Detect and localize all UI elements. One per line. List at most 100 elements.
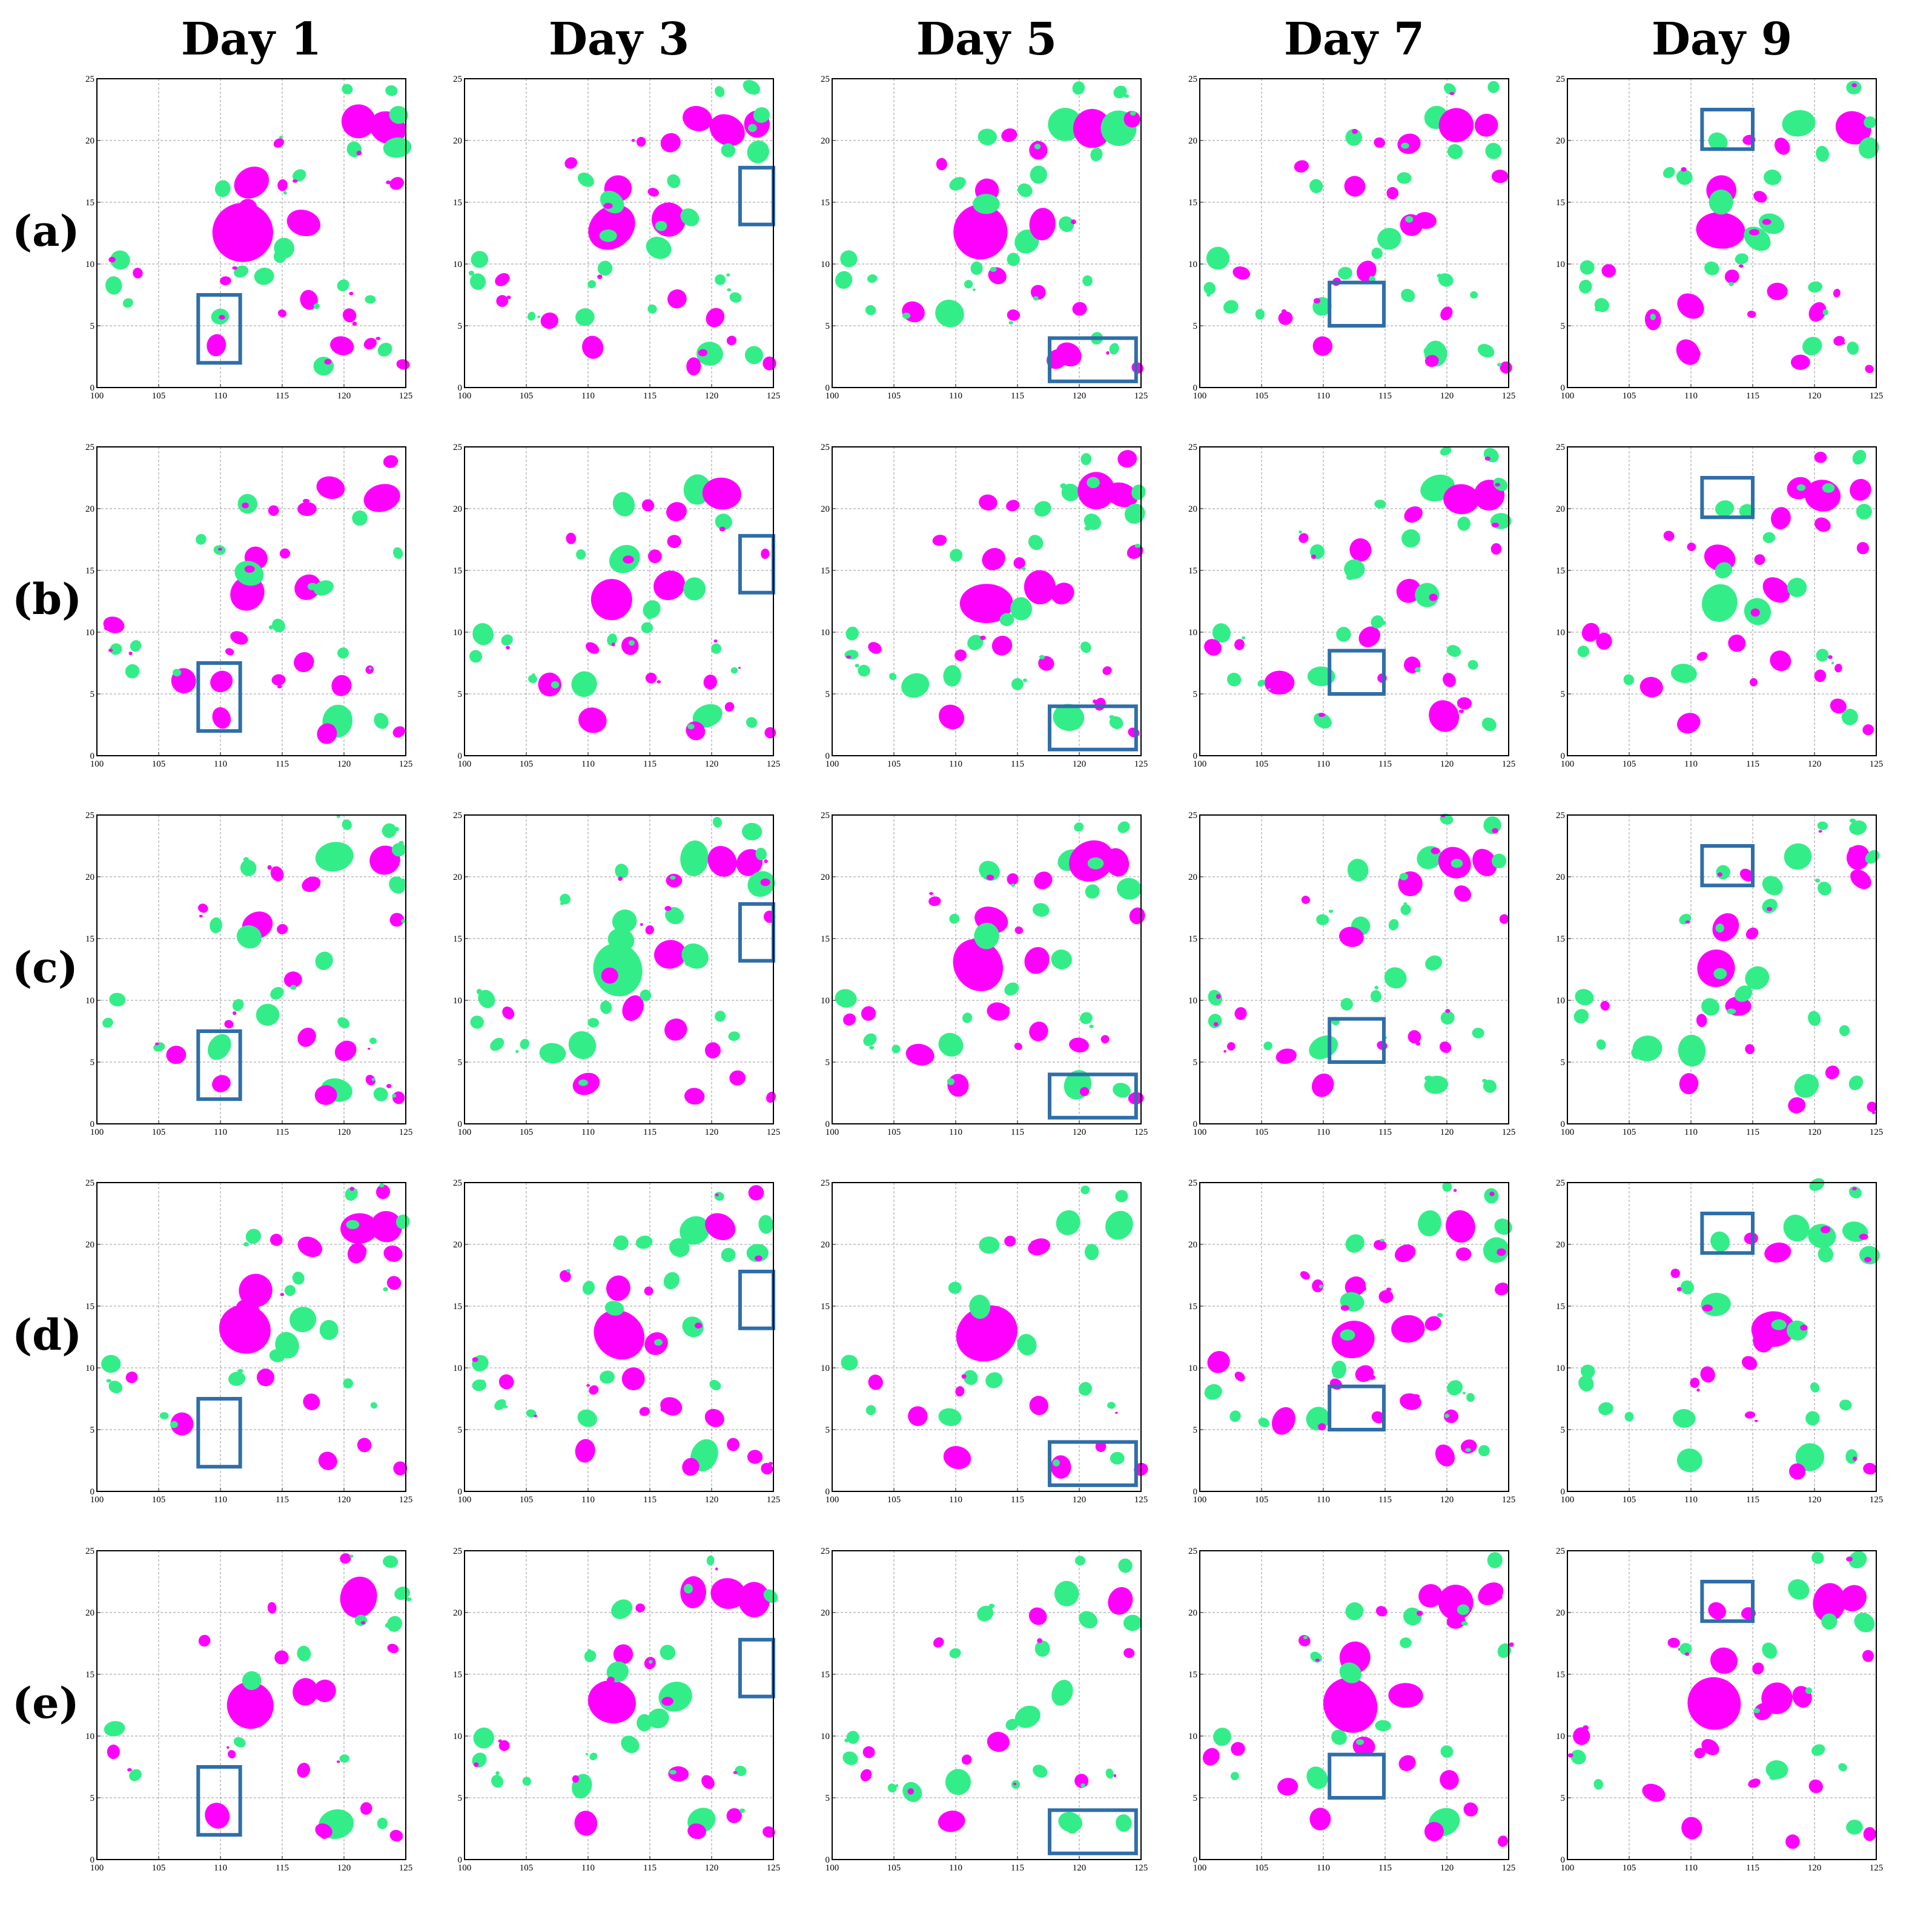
x-tick-label: 110 <box>1684 1495 1698 1505</box>
small-blob <box>232 266 238 270</box>
map-plot: 100 105 110 115 120 125 0 5 10 15 20 25 <box>453 1547 780 1873</box>
magenta-blob <box>389 177 404 190</box>
green-blob <box>1593 1779 1604 1790</box>
small-blob <box>1864 1256 1872 1263</box>
small-blob <box>534 1414 538 1418</box>
small-blob <box>1448 649 1454 652</box>
magenta-blob <box>729 1070 746 1086</box>
magenta-blob <box>621 636 639 655</box>
small-blob <box>1223 1050 1227 1053</box>
small-blob <box>1852 1187 1857 1190</box>
green-blob <box>1708 132 1728 151</box>
y-tick-label: 5 <box>825 1794 830 1803</box>
green-blob <box>391 843 406 857</box>
magenta-blob <box>1278 311 1293 325</box>
map-plot: 100 105 110 115 120 125 0 5 10 15 20 25 <box>453 1178 780 1505</box>
y-tick-label: 10 <box>85 260 94 269</box>
axes-frame <box>1199 446 1509 756</box>
green-blob <box>1079 1012 1093 1025</box>
small-blob <box>104 626 112 631</box>
small-blob <box>1416 1610 1423 1616</box>
small-blob <box>719 526 726 532</box>
green-blob <box>1580 1364 1595 1378</box>
x-tick-label: 115 <box>1746 1863 1759 1873</box>
y-tick-label: 25 <box>821 811 830 820</box>
x-tick-label: 120 <box>337 1863 351 1873</box>
magenta-blob <box>1424 1316 1441 1331</box>
y-tick-label: 20 <box>821 1240 830 1250</box>
magenta-blob <box>622 995 644 1022</box>
magenta-blob <box>313 1679 336 1702</box>
map-panel: 100 105 110 115 120 125 0 5 10 15 20 25 <box>821 809 1148 1137</box>
y-tick-label: 5 <box>825 322 830 331</box>
small-blob <box>947 1078 954 1085</box>
small-blob <box>1797 1088 1807 1095</box>
magenta-blob <box>1443 673 1456 687</box>
small-blob <box>640 923 643 926</box>
small-blob <box>375 337 381 340</box>
magenta-blob <box>1418 1584 1443 1608</box>
magenta-blob <box>905 1043 935 1066</box>
green-blob <box>1759 213 1785 234</box>
magenta-blob <box>1014 926 1024 934</box>
x-tick-label: 110 <box>1317 1495 1330 1505</box>
highlight-box <box>1700 108 1755 151</box>
small-blob <box>1313 298 1321 304</box>
magenta-blob <box>227 1682 274 1729</box>
highlight-box <box>196 1765 242 1837</box>
small-blob <box>566 1269 571 1273</box>
green-blob <box>1847 342 1859 355</box>
small-blob <box>1465 1448 1471 1453</box>
magenta-blob <box>1788 1097 1806 1114</box>
magenta-blob <box>334 1040 357 1061</box>
green-blob <box>1795 1443 1824 1471</box>
green-blob <box>1314 713 1332 729</box>
green-blob <box>254 268 274 285</box>
small-blob <box>302 498 310 503</box>
y-tick-label: 25 <box>1188 74 1197 84</box>
magenta-blob <box>761 549 770 559</box>
y-tick-label: 15 <box>453 198 462 208</box>
x-tick-label: 110 <box>949 1127 962 1137</box>
highlight-box <box>1328 1017 1386 1065</box>
magenta-blob <box>1814 452 1827 463</box>
green-blob <box>1852 449 1867 465</box>
magenta-blob <box>1697 949 1735 988</box>
magenta-blob <box>277 309 287 318</box>
map-plot: 100 105 110 115 120 125 0 5 10 15 20 25 <box>453 443 780 769</box>
small-blob <box>625 1378 634 1385</box>
x-tick-label: 100 <box>825 391 839 401</box>
green-blob <box>1631 1048 1641 1059</box>
magenta-blob <box>234 167 270 199</box>
green-blob <box>1570 1749 1586 1764</box>
y-tick-label: 0 <box>458 1120 463 1129</box>
small-blob <box>219 315 225 320</box>
highlight-box <box>1048 1808 1138 1855</box>
green-blob <box>315 842 354 872</box>
green-blob <box>747 140 769 163</box>
green-blob <box>242 1671 262 1690</box>
highlight-box <box>1328 1384 1386 1432</box>
y-tick-label: 0 <box>1193 1120 1198 1129</box>
small-blob <box>1206 292 1211 297</box>
small-blob <box>386 180 391 185</box>
x-tick-label: 105 <box>1623 391 1636 401</box>
small-blob <box>986 874 994 880</box>
small-blob <box>1429 593 1438 601</box>
green-blob <box>1340 998 1353 1011</box>
green-blob <box>1400 904 1411 916</box>
green-blob <box>1345 1234 1365 1253</box>
y-tick-label: 5 <box>825 1425 830 1435</box>
y-tick-label: 10 <box>85 628 94 638</box>
magenta-blob <box>277 924 288 934</box>
green-blob <box>835 271 853 289</box>
small-blob <box>972 288 976 291</box>
small-blob <box>764 859 768 863</box>
y-tick-label: 0 <box>458 383 463 393</box>
x-tick-label: 105 <box>887 1127 901 1137</box>
small-blob <box>277 685 282 688</box>
row-label: (d) <box>12 1310 82 1360</box>
magenta-blob <box>1404 506 1423 523</box>
x-tick-label: 100 <box>90 1127 104 1137</box>
small-blob <box>661 1697 674 1706</box>
